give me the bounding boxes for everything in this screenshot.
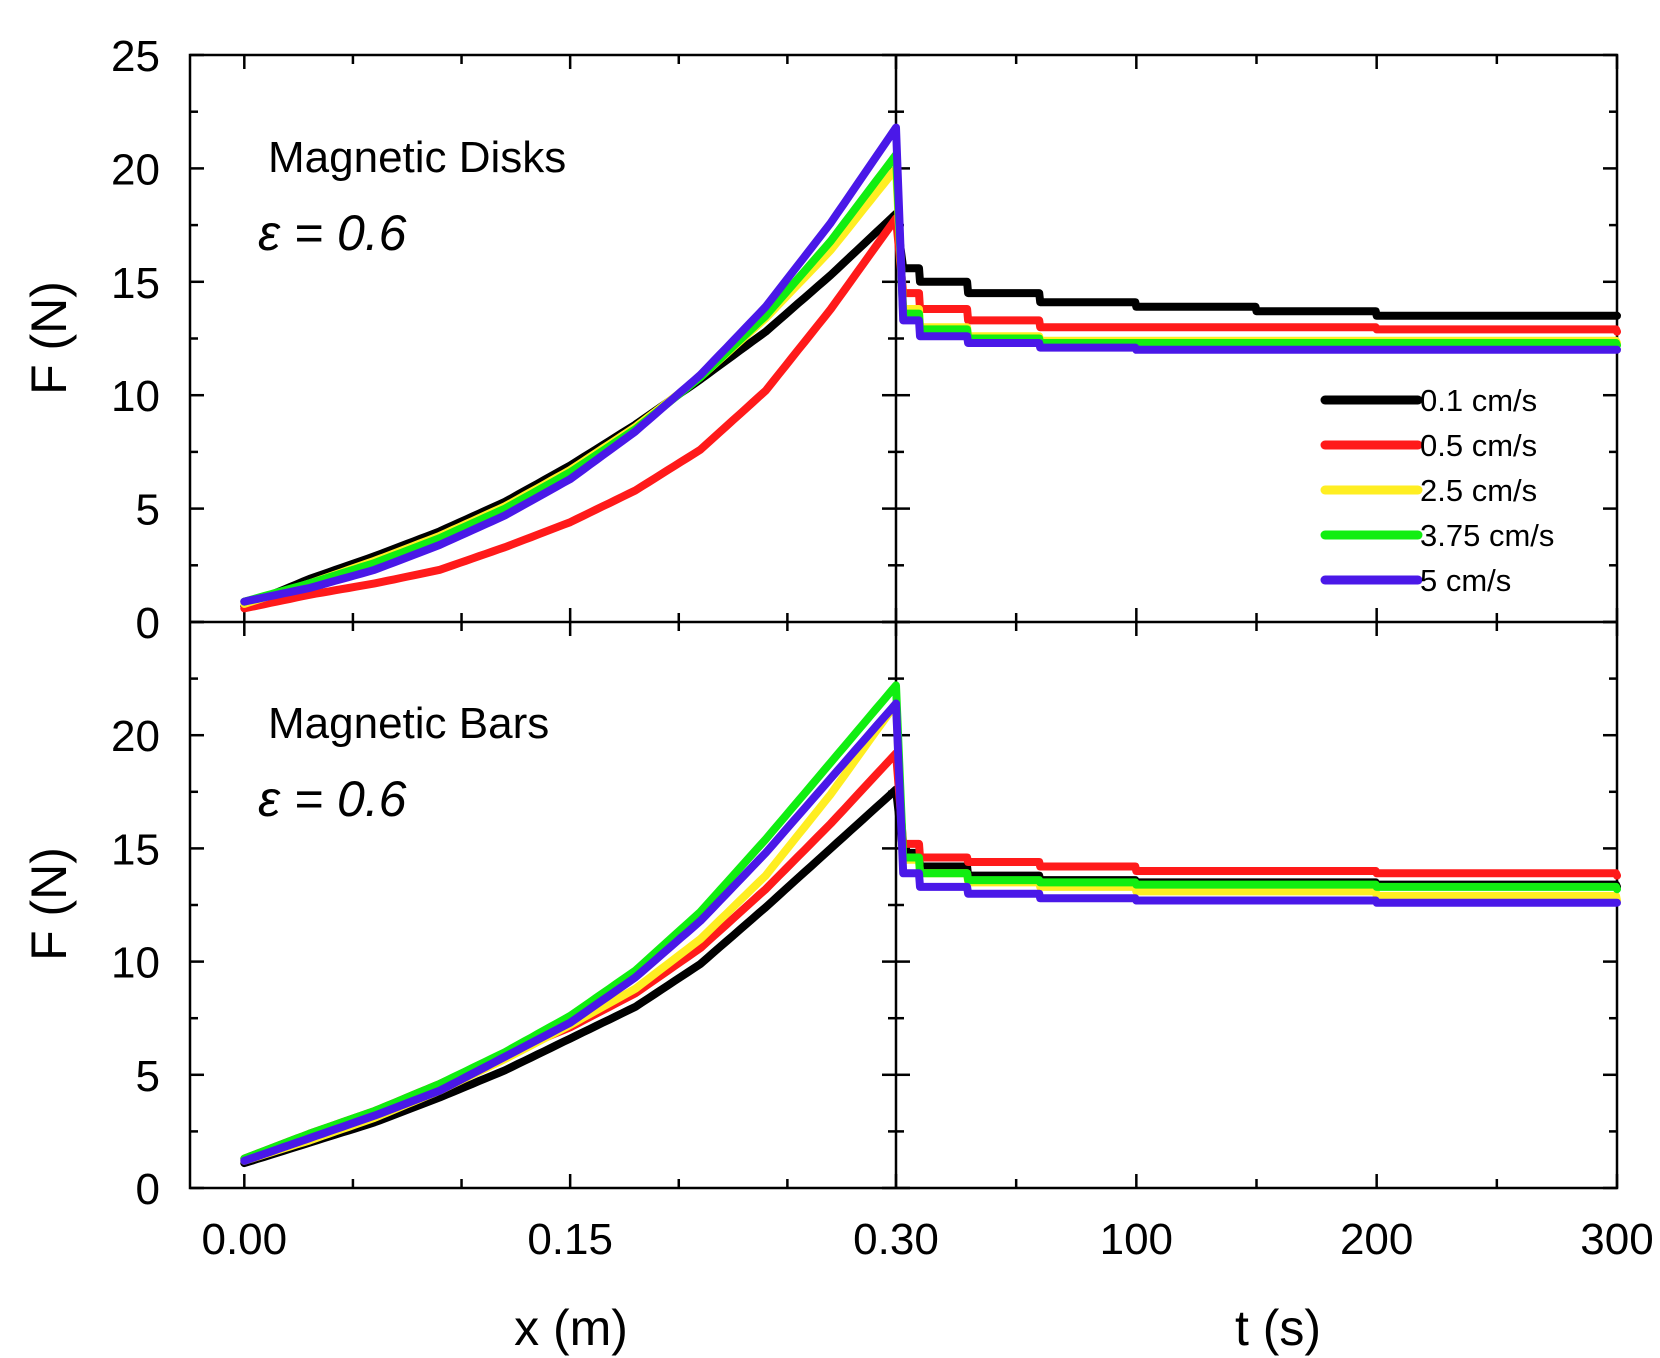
x-axis-title-right: t (s) xyxy=(1235,1300,1321,1356)
y-tick-label-top: 5 xyxy=(136,486,160,535)
y-tick-label-bottom: 10 xyxy=(111,939,160,988)
series-line-top-0.5-cm-s xyxy=(240,214,1621,613)
y-tick-label-top: 10 xyxy=(111,372,160,421)
tick-labels: 0 5 10 15 20 25 0 5 10 15 20 0.00 0.15 0.30 100 200 300 xyxy=(111,32,1654,1264)
y-tick-label-bottom: 5 xyxy=(136,1052,160,1101)
y-tick-label-bottom: 15 xyxy=(111,825,160,874)
annotation-top: Magnetic Disks xyxy=(268,133,566,182)
x-tick-label-left: 0.30 xyxy=(853,1215,939,1264)
x-axis-title-left: x (m) xyxy=(514,1300,628,1356)
series-lines-bottom xyxy=(240,681,1621,1168)
x-tick-label-right: 100 xyxy=(1100,1215,1173,1264)
y-tick-label-top: 20 xyxy=(111,145,160,194)
epsilon-label-top: ε = 0.6 xyxy=(258,205,407,261)
legend-label: 3.75 cm/s xyxy=(1420,518,1554,553)
series-line-top-0.1-cm-s xyxy=(240,209,1621,611)
y-tick-label-bottom: 20 xyxy=(111,712,160,761)
series-line-bottom-0.5-cm-s xyxy=(240,749,1621,1163)
x-tick-label-right: 300 xyxy=(1580,1215,1653,1264)
y-tick-label-top: 15 xyxy=(111,259,160,308)
y-axis-title-top: F (N) xyxy=(21,281,77,395)
legend-label: 5 cm/s xyxy=(1420,563,1511,598)
series-lines-top xyxy=(240,123,1621,613)
legend-label: 2.5 cm/s xyxy=(1420,473,1537,508)
y-tick-label-top: 0 xyxy=(136,599,160,648)
x-tick-label-left: 0.15 xyxy=(527,1215,613,1264)
series-lines xyxy=(240,123,1621,1168)
y-axis-title-bottom: F (N) xyxy=(21,847,77,961)
series-line-bottom-3.75-cm-s xyxy=(240,681,1621,1163)
y-tick-label-top: 25 xyxy=(111,32,160,81)
x-tick-label-right: 200 xyxy=(1340,1215,1413,1264)
x-tick-label-left: 0.00 xyxy=(201,1215,287,1264)
y-tick-label-bottom: 0 xyxy=(136,1165,160,1214)
series-line-top-5-cm-s xyxy=(240,123,1621,606)
legend: 0.1 cm/s 0.5 cm/s 2.5 cm/s 3.75 cm/s 5 cm/s xyxy=(1320,383,1554,598)
legend-label: 0.5 cm/s xyxy=(1420,428,1537,463)
series-line-bottom-0.1-cm-s xyxy=(240,785,1621,1168)
series-line-bottom-5-cm-s xyxy=(240,699,1621,1165)
epsilon-label-bottom: ε = 0.6 xyxy=(258,771,407,827)
legend-label: 0.1 cm/s xyxy=(1420,383,1537,418)
annotation-bottom: Magnetic Bars xyxy=(268,699,549,748)
